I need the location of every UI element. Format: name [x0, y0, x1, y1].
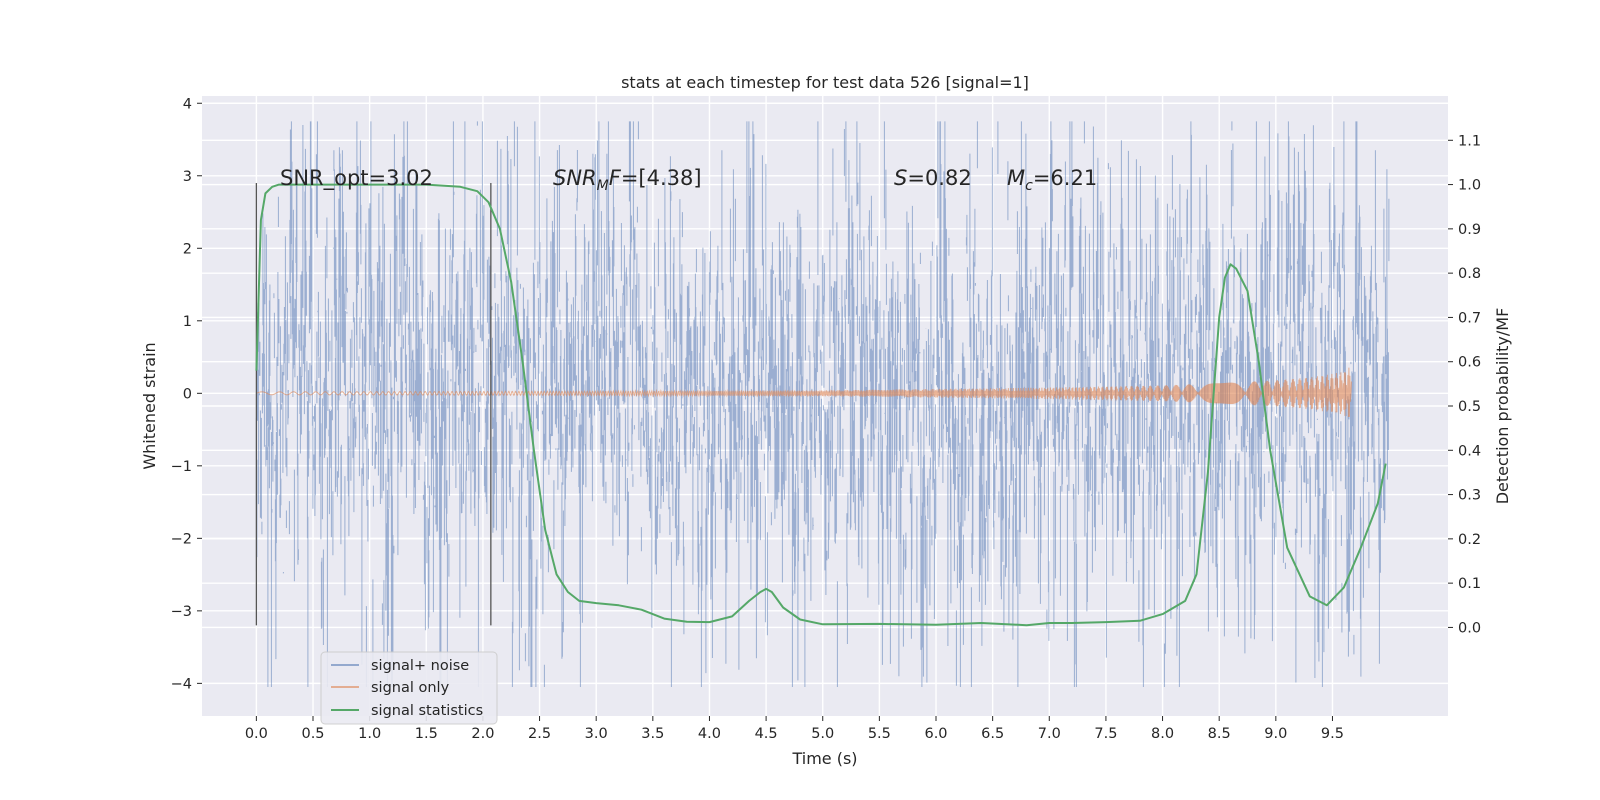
legend-box: [320, 651, 498, 725]
legend-label-signal-plus-noise: signal+ noise: [371, 658, 469, 674]
series-signal-only: [256, 367, 1352, 417]
y-tick-label: 3: [183, 169, 192, 185]
x-tick-label: 2.0: [471, 726, 494, 742]
signal-only-trace: [256, 367, 1352, 417]
annotation-s: S=0.82: [894, 166, 972, 190]
y-tick-label: 1: [183, 314, 192, 330]
legend-label-signal-statistics: signal statistics: [371, 703, 483, 719]
x-tick-label: 1.0: [358, 726, 381, 742]
x-tick-label: 8.5: [1208, 726, 1231, 742]
x-tick-label: 9.0: [1264, 726, 1287, 742]
y2-axis-label: Detection probability/MF: [1493, 308, 1512, 505]
y-tick-label: −1: [171, 459, 192, 475]
chart-title: stats at each timestep for test data 526…: [621, 73, 1029, 92]
y-tick-label: −4: [171, 676, 192, 692]
y2-tick-label: 0.8: [1458, 266, 1481, 282]
x-axis-label: Time (s): [791, 749, 857, 768]
x-tick-label: 8.0: [1151, 726, 1174, 742]
y-axis-left: 4 3 2 1 0 −1 −2 −3 −4: [171, 96, 202, 692]
x-tick-label: 0.5: [301, 726, 324, 742]
y-tick-label: −2: [171, 531, 192, 547]
x-tick-label: 5.0: [811, 726, 834, 742]
signal-statistics-line: [255, 183, 1387, 627]
x-tick-label: 7.0: [1038, 726, 1061, 742]
y2-tick-label: 0.3: [1458, 488, 1481, 504]
x-tick-label: 6.5: [981, 726, 1004, 742]
x-tick-label: 5.5: [868, 726, 891, 742]
x-tick-label: 9.5: [1321, 726, 1344, 742]
y-tick-label: 0: [183, 386, 192, 402]
y2-tick-label: 1.0: [1458, 178, 1481, 194]
series-signal-statistics: [255, 183, 1387, 627]
vertical-markers: [255, 183, 492, 626]
x-tick-label: 1.5: [415, 726, 438, 742]
y2-tick-label: 0.6: [1458, 355, 1481, 371]
annotation-snr-opt: SNR_opt=3.02: [280, 166, 433, 191]
x-tick-label: 0.0: [245, 726, 268, 742]
y2-tick-label: 0.1: [1458, 576, 1481, 592]
legend: signal+ noise signal only signal statist…: [320, 651, 498, 725]
annotation-snr-mf: SNRMF=[4.38]: [553, 166, 702, 194]
annotation-mc: Mc=6.21: [1007, 166, 1097, 194]
x-axis: 0.0 0.5 1.0 1.5 2.0 2.5 3.0 3.5 4.0 4.5 5.0 5.5 6.0 6…: [245, 716, 1344, 742]
x-tick-label: 4.0: [698, 726, 721, 742]
x-tick-label: 3.5: [641, 726, 664, 742]
x-tick-label: 2.5: [528, 726, 551, 742]
legend-label-signal-only: signal only: [371, 680, 450, 696]
x-tick-label: 7.5: [1094, 726, 1117, 742]
y2-tick-label: 0.0: [1458, 620, 1481, 636]
y-axis-right: 1.1 1.0 0.9 0.8 0.7 0.6 0.5 0.4 0.3 0.2 0.1 0.0: [1448, 133, 1481, 636]
y-tick-label: 2: [183, 241, 192, 257]
annotations: SNR_opt=3.02 SNRMF=[4.38] S=0.82 Mc=6.21: [280, 166, 1097, 194]
y2-tick-label: 1.1: [1458, 133, 1481, 149]
y-tick-label: 4: [183, 96, 192, 112]
y-axis-label: Whitened strain: [140, 342, 159, 469]
y2-tick-label: 0.9: [1458, 222, 1481, 238]
x-tick-label: 3.0: [585, 726, 608, 742]
y2-tick-label: 0.7: [1458, 310, 1481, 326]
y-tick-label: −3: [171, 604, 192, 620]
y2-tick-label: 0.4: [1458, 443, 1481, 459]
y2-tick-label: 0.5: [1458, 399, 1481, 415]
x-tick-label: 4.5: [755, 726, 778, 742]
x-tick-label: 6.0: [924, 726, 947, 742]
y2-tick-label: 0.2: [1458, 532, 1481, 548]
